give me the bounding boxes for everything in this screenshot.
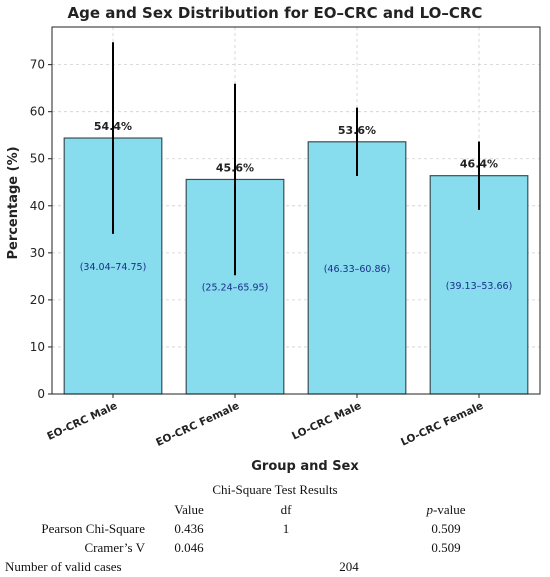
x-tick-label: EO-CRC Female — [154, 400, 241, 449]
ci-label: (39.13–53.66) — [446, 281, 513, 292]
y-tick-label: 60 — [30, 105, 45, 119]
y-tick-label: 20 — [30, 293, 45, 307]
header-value: Value — [174, 502, 204, 517]
y-tick-label: 40 — [30, 199, 45, 213]
header-df: df — [280, 502, 292, 517]
y-tick-label: 30 — [30, 246, 45, 260]
bars — [63, 137, 529, 395]
data-labels: 54.4% (34.04–74.75) 45.6% (25.24–65.95) 53.6… — [80, 120, 513, 294]
value-label: 53.6% — [338, 124, 376, 137]
y-axis-label: Percentage (%) — [6, 146, 21, 259]
cramers-v-p: 0.509 — [431, 540, 461, 555]
value-label: 46.4% — [460, 158, 498, 171]
valid-cases-value: 204 — [339, 559, 359, 574]
valid-cases-label: Number of valid cases — [5, 559, 122, 574]
x-tick-label: EO-CRC Male — [45, 400, 119, 443]
row-label-cramers-v: Cramer’s V — [84, 540, 145, 555]
y-tick-label: 50 — [30, 152, 45, 166]
pearson-p: 0.509 — [431, 521, 461, 536]
y-tick-label: 10 — [30, 340, 45, 354]
pearson-df: 1 — [282, 521, 290, 536]
header-p-value: p-value — [426, 502, 466, 517]
x-axis-ticks: EO-CRC Male EO-CRC Female LO-CRC Male LO-CR… — [45, 394, 485, 449]
stats-table-title: Chi-Square Test Results — [212, 482, 338, 497]
cramers-v-value: 0.046 — [174, 540, 204, 555]
value-label: 45.6% — [216, 161, 254, 174]
y-axis-ticks: 0 10 20 30 40 50 60 70 — [30, 58, 52, 401]
ci-label: (46.33–60.86) — [324, 264, 391, 275]
ci-label: (25.24–65.95) — [202, 283, 269, 294]
y-tick-label: 70 — [30, 58, 45, 72]
x-tick-label: LO-CRC Male — [290, 400, 363, 443]
row-label-pearson: Pearson Chi-Square — [41, 521, 145, 536]
chart-title: Age and Sex Distribution for EO–CRC and … — [68, 4, 483, 22]
x-axis-label: Group and Sex — [251, 459, 359, 474]
chi-square-results-table: Chi-Square Test Results Value df p-value… — [0, 480, 550, 577]
y-tick-label: 0 — [37, 387, 45, 401]
error-bars — [112, 42, 480, 276]
ci-label: (34.04–74.75) — [80, 262, 147, 273]
bar-chart: 0 10 20 30 40 50 60 70 54.4% (34.04–74.75) 45.6% (… — [6, 4, 541, 474]
pearson-value: 0.436 — [174, 521, 204, 536]
value-label: 54.4% — [94, 120, 132, 133]
x-tick-label: LO-CRC Female — [399, 400, 485, 449]
plot-frame — [51, 26, 541, 395]
